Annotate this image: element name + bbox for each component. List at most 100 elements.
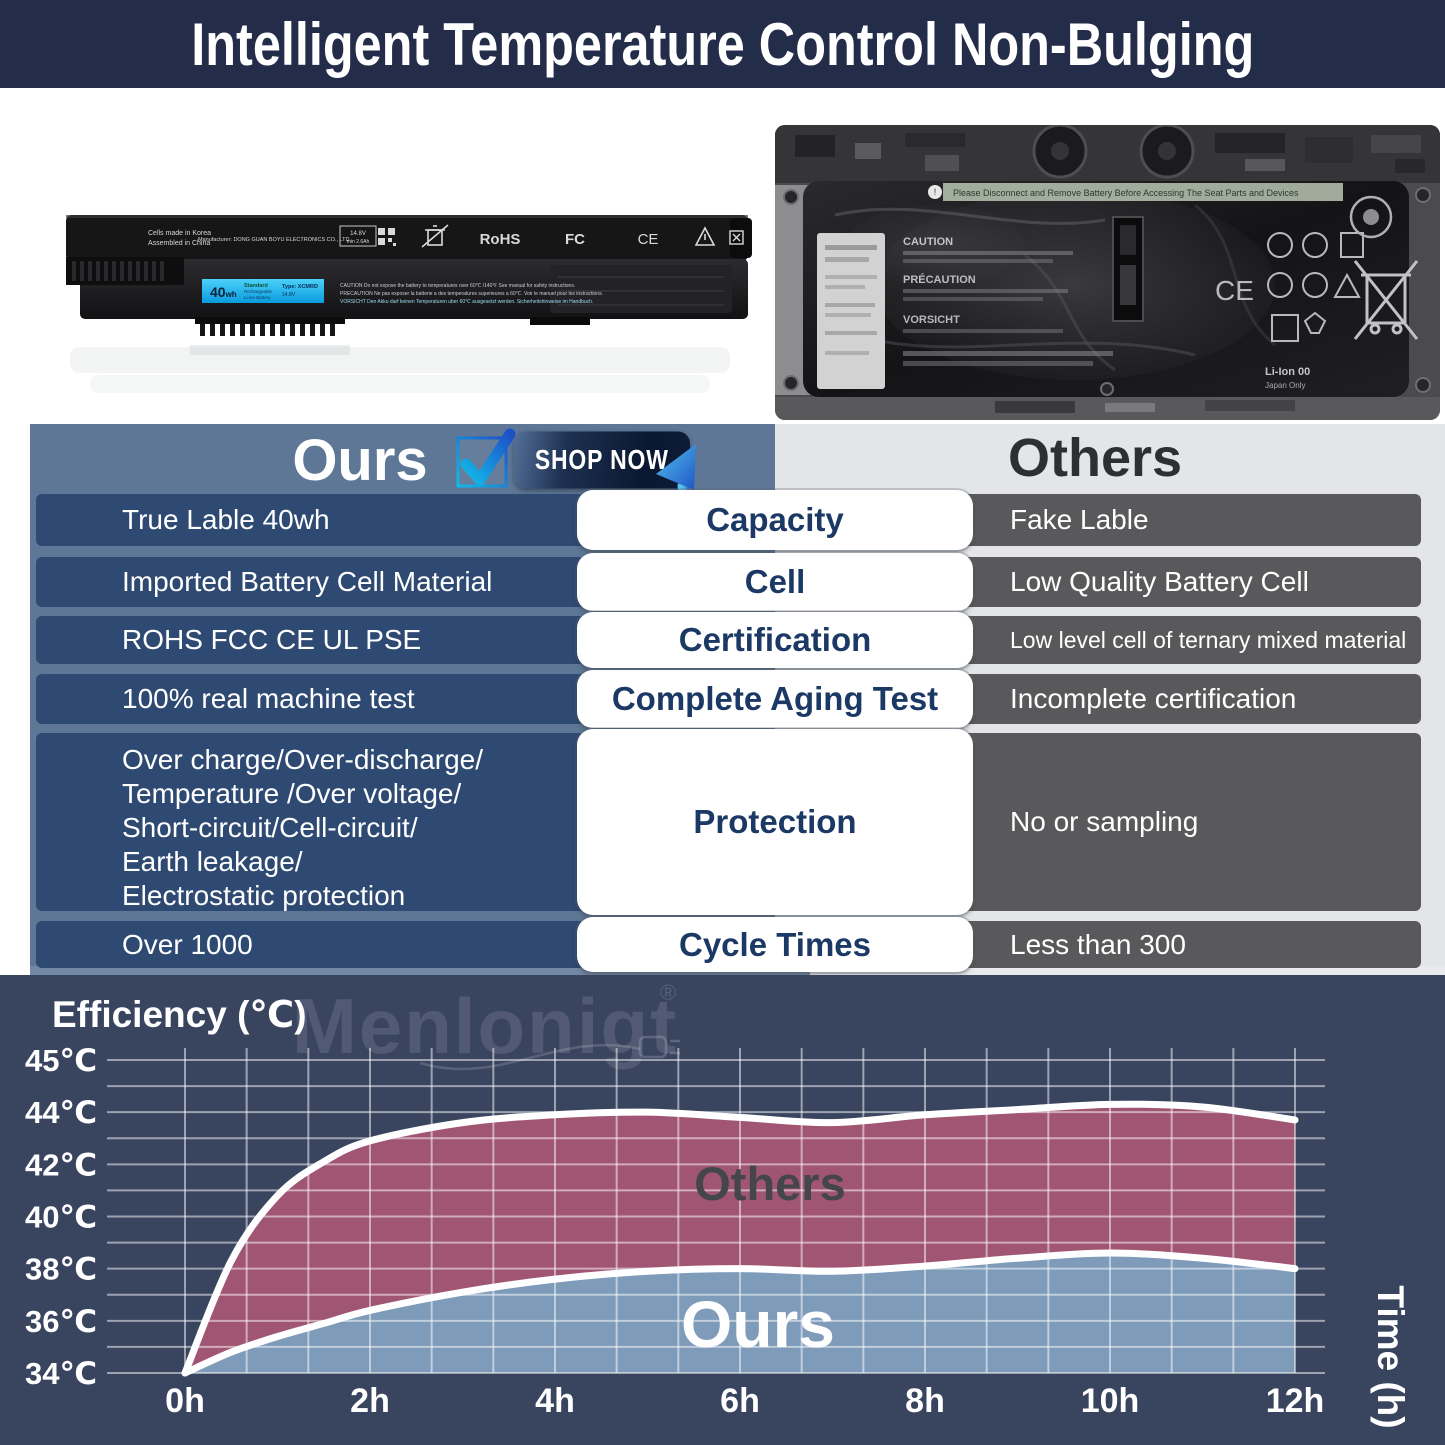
cell-text: True Lable 40wh xyxy=(122,504,330,535)
y-tick-label: 34℃ xyxy=(25,1356,97,1391)
protection-line: Electrostatic protection xyxy=(122,880,406,911)
pouch-caution: CAUTION xyxy=(903,236,953,248)
table-row-label-aging-test: Complete Aging Test xyxy=(577,670,973,728)
table-row-protection-ours: Over charge/Over-discharge/ Temperature … xyxy=(36,733,600,911)
x-tick-label: 10h xyxy=(1081,1382,1140,1420)
cell-text-multiline: Over charge/Over-discharge/ Temperature … xyxy=(36,733,483,913)
protection-line: Over charge/Over-discharge/ xyxy=(122,744,484,775)
battery-molded-panel xyxy=(550,265,732,313)
pouch-warning-text: CAUTION PRÉCAUTION VORSICHT xyxy=(903,236,1113,366)
cell-text: Low level cell of ternary mixed material xyxy=(1010,626,1407,653)
warning-triangle-icon xyxy=(694,226,716,246)
title-bar: Intelligent Temperature Control Non-Bulg… xyxy=(0,0,1445,88)
watermark-cable-doodle xyxy=(419,1043,641,1071)
x-tick-label: 6h xyxy=(720,1382,760,1420)
battery-caution-2: PRECAUTION Ne pas exposer la batterie a … xyxy=(340,291,603,297)
battery-top-strip xyxy=(66,215,748,261)
crossed-trash-icon xyxy=(1353,260,1419,340)
x-tick-label: 8h xyxy=(905,1382,945,1420)
table-row-capacity-ours: True Lable 40wh xyxy=(36,494,600,546)
photo-ce-mark: CE xyxy=(1215,275,1254,306)
battery-top-highlight xyxy=(66,215,748,218)
protection-line: Short-circuit/Cell-circuit/ xyxy=(122,812,418,843)
motherboard-strip xyxy=(775,125,1440,183)
battery-warning-banner: Please Disconnect and Remove Battery Bef… xyxy=(928,183,1343,201)
table-row-label-capacity: Capacity xyxy=(577,490,973,550)
battery-cert-icon xyxy=(729,230,744,245)
battery-comb-connector xyxy=(195,317,345,336)
table-row-cycles-ours: Over 1000 xyxy=(36,921,600,968)
x-tick-label: 2h xyxy=(350,1382,390,1420)
battery-type-text: Type: XCMRD xyxy=(282,284,318,290)
table-row-cycles-others: Less than 300 xyxy=(950,921,1421,968)
table-row-aging-ours: 100% real machine test xyxy=(36,674,600,724)
battery-end-cap xyxy=(730,218,752,258)
checkmark-icon xyxy=(452,426,518,494)
y-tick-label: 45℃ xyxy=(25,1043,97,1078)
y-tick-label: 44℃ xyxy=(25,1095,97,1130)
battery-foot xyxy=(530,317,590,325)
cell-text: 100% real machine test xyxy=(122,683,415,714)
x-axis-title: Time (h) xyxy=(1370,1285,1411,1428)
table-row-label-cell: Cell xyxy=(577,553,973,611)
fcc-mark: FC xyxy=(565,231,585,248)
curve-ours xyxy=(181,1249,1299,1377)
table-row-protection-others: No or sampling xyxy=(950,733,1421,911)
battery-recharge-text: Rechargeable xyxy=(244,289,273,294)
table-row-certification-others: Low level cell of ternary mixed material xyxy=(950,616,1421,664)
certification-icons: CE Li-Ion 00 Japan Only xyxy=(1215,232,1364,390)
cell-text: Over 1000 xyxy=(122,928,253,960)
others-column-header: Others xyxy=(1007,428,1183,488)
battery-illustration: Cells made in Korea Assembled in China M… xyxy=(66,215,752,393)
pouch-precaution: PRÉCAUTION xyxy=(903,273,976,286)
table-row-cell-ours: Imported Battery Cell Material xyxy=(36,557,600,607)
battery-connector xyxy=(1112,216,1144,322)
table-row-certification-ours: ROHS FCC CE UL PSE xyxy=(36,616,600,664)
swollen-battery-photo: Please Disconnect and Remove Battery Bef… xyxy=(775,125,1440,420)
cell-text: Imported Battery Cell Material xyxy=(122,566,493,597)
x-tick-label: 4h xyxy=(535,1382,575,1420)
battery-spec-volt: 14.8V xyxy=(350,231,366,237)
watermark: Menlonigt ® xyxy=(292,980,680,1071)
ours-column-header: Ours xyxy=(292,427,428,493)
battery-manufacturer-text: Manufacturer: DONG GUAN BOYU ELECTRONICS… xyxy=(198,237,351,243)
battery-spec-box xyxy=(339,225,377,247)
photo-japan-mark: Japan Only xyxy=(1265,381,1305,390)
y-axis-title: Efficiency (℃) xyxy=(52,994,307,1035)
cell-text: Less than 300 xyxy=(1010,928,1186,960)
series-label-others: Others xyxy=(694,1157,846,1210)
battery-standard-text: Standard xyxy=(244,283,268,289)
divider-strip-left xyxy=(30,966,810,975)
table-row-cell-others: Low Quality Battery Cell xyxy=(950,557,1421,607)
shop-now-button[interactable]: SHOP NOW xyxy=(514,431,690,489)
battery-caution-block: CAUTION Do not expose the battery to tem… xyxy=(340,283,603,305)
x-tick-label: 0h xyxy=(165,1382,205,1420)
qr-icon xyxy=(378,228,396,246)
chart-tick-labels: 45℃ 44℃ 42℃ 40℃ 38℃ 36℃ 34℃ 0h 2h 4h 6h 8h 10h 12h xyxy=(25,1043,1324,1420)
y-tick-label: 38℃ xyxy=(25,1252,97,1287)
photo-liion-mark: Li-Ion 00 xyxy=(1265,366,1310,378)
series-label-ours: Ours xyxy=(681,1287,835,1361)
protection-line: Temperature /Over voltage/ xyxy=(122,778,462,809)
battery-caution-1: CAUTION Do not expose the battery to tem… xyxy=(340,283,575,289)
chart-curve-strokes xyxy=(181,1100,1299,1377)
product-image-others: Please Disconnect and Remove Battery Bef… xyxy=(775,125,1440,420)
round-seal-icon xyxy=(1349,195,1393,239)
cell-text: ROHS FCC CE UL PSE xyxy=(122,624,422,655)
divider-strip-right xyxy=(810,966,1445,975)
battery-blue-label: 40wh Standard Rechargeable Li-ion Batter… xyxy=(202,279,324,303)
protection-line: Earth leakage/ xyxy=(122,846,303,877)
battery-reflection xyxy=(70,345,730,393)
curve-others xyxy=(181,1100,1299,1377)
y-tick-label: 40℃ xyxy=(25,1200,97,1235)
table-row-aging-others: Incomplete certification xyxy=(950,674,1421,724)
battery-made-text-1: Cells made in Korea xyxy=(148,230,211,237)
table-row-label-protection: Protection xyxy=(577,729,973,915)
cell-text: Fake Lable xyxy=(1010,504,1149,535)
chassis-bottom-strip xyxy=(775,397,1440,420)
battery-grille xyxy=(66,257,184,285)
battery-white-label xyxy=(817,233,885,389)
battery-volt-text: 14.8V xyxy=(282,292,296,298)
screws xyxy=(783,187,1431,396)
